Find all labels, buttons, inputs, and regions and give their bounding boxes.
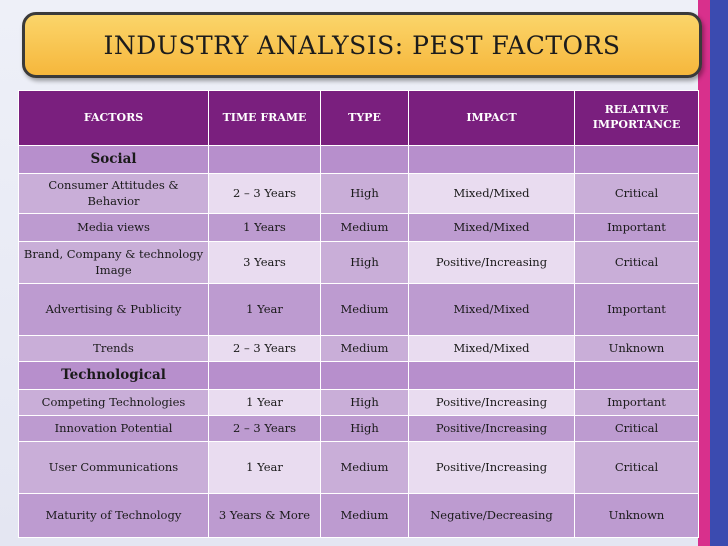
header-time-frame: TIME FRAME bbox=[208, 90, 321, 146]
empty-cell bbox=[574, 361, 699, 390]
section-row-technological: Technological bbox=[18, 361, 699, 390]
cell-importance: Critical bbox=[574, 415, 699, 442]
cell-importance: Important bbox=[574, 283, 699, 336]
table-row: Consumer Attitudes & Behavior 2 – 3 Year… bbox=[18, 173, 699, 214]
cell-type: Medium bbox=[320, 493, 409, 538]
section-row-social: Social bbox=[18, 145, 699, 174]
empty-cell bbox=[208, 361, 321, 390]
table-row: Brand, Company & technology Image 3 Year… bbox=[18, 241, 699, 284]
cell-impact: Mixed/Mixed bbox=[408, 173, 575, 214]
cell-factor: Consumer Attitudes & Behavior bbox=[18, 173, 209, 214]
cell-impact: Positive/Increasing bbox=[408, 415, 575, 442]
cell-time-frame: 2 – 3 Years bbox=[208, 335, 321, 362]
table-row: Trends 2 – 3 Years Medium Mixed/Mixed Un… bbox=[18, 335, 699, 362]
cell-factor: User Communications bbox=[18, 441, 209, 494]
cell-impact: Mixed/Mixed bbox=[408, 213, 575, 242]
empty-cell bbox=[574, 145, 699, 174]
table-row: Advertising & Publicity 1 Year Medium Mi… bbox=[18, 283, 699, 336]
empty-cell bbox=[320, 361, 409, 390]
cell-time-frame: 1 Year bbox=[208, 389, 321, 416]
cell-factor: Brand, Company & technology Image bbox=[18, 241, 209, 284]
cell-importance: Critical bbox=[574, 241, 699, 284]
cell-time-frame: 1 Years bbox=[208, 213, 321, 242]
slide-title: INDUSTRY ANALYSIS: PEST FACTORS bbox=[103, 30, 621, 60]
section-label: Technological bbox=[18, 361, 209, 390]
cell-importance: Important bbox=[574, 389, 699, 416]
cell-impact: Mixed/Mixed bbox=[408, 283, 575, 336]
table-row: Maturity of Technology 3 Years & More Me… bbox=[18, 493, 699, 538]
cell-time-frame: 1 Year bbox=[208, 283, 321, 336]
cell-type: Medium bbox=[320, 213, 409, 242]
cell-type: Medium bbox=[320, 283, 409, 336]
cell-time-frame: 3 Years & More bbox=[208, 493, 321, 538]
section-label: Social bbox=[18, 145, 209, 174]
cell-impact: Positive/Increasing bbox=[408, 241, 575, 284]
header-factors: FACTORS bbox=[18, 90, 209, 146]
cell-impact: Mixed/Mixed bbox=[408, 335, 575, 362]
header-relative-importance: RELATIVE IMPORTANCE bbox=[574, 90, 699, 146]
empty-cell bbox=[408, 145, 575, 174]
cell-time-frame: 3 Years bbox=[208, 241, 321, 284]
table-row: Innovation Potential 2 – 3 Years High Po… bbox=[18, 415, 699, 442]
cell-type: High bbox=[320, 173, 409, 214]
cell-time-frame: 1 Year bbox=[208, 441, 321, 494]
cell-factor: Trends bbox=[18, 335, 209, 362]
decorative-side-bar bbox=[698, 0, 728, 546]
cell-type: High bbox=[320, 241, 409, 284]
cell-factor: Advertising & Publicity bbox=[18, 283, 209, 336]
cell-impact: Negative/Decreasing bbox=[408, 493, 575, 538]
cell-type: Medium bbox=[320, 335, 409, 362]
cell-importance: Unknown bbox=[574, 493, 699, 538]
cell-factor: Media views bbox=[18, 213, 209, 242]
empty-cell bbox=[408, 361, 575, 390]
cell-type: High bbox=[320, 415, 409, 442]
cell-importance: Unknown bbox=[574, 335, 699, 362]
empty-cell bbox=[208, 145, 321, 174]
cell-factor: Competing Technologies bbox=[18, 389, 209, 416]
cell-impact: Positive/Increasing bbox=[408, 441, 575, 494]
header-type: TYPE bbox=[320, 90, 409, 146]
cell-factor: Maturity of Technology bbox=[18, 493, 209, 538]
cell-factor: Innovation Potential bbox=[18, 415, 209, 442]
table-row: Media views 1 Years Medium Mixed/Mixed I… bbox=[18, 213, 699, 242]
pest-table: FACTORS TIME FRAME TYPE IMPACT RELATIVE … bbox=[18, 90, 699, 538]
table-row: Competing Technologies 1 Year High Posit… bbox=[18, 389, 699, 416]
cell-time-frame: 2 – 3 Years bbox=[208, 415, 321, 442]
cell-importance: Critical bbox=[574, 441, 699, 494]
empty-cell bbox=[320, 145, 409, 174]
cell-importance: Important bbox=[574, 213, 699, 242]
table-row: User Communications 1 Year Medium Positi… bbox=[18, 441, 699, 494]
cell-type: High bbox=[320, 389, 409, 416]
header-row: FACTORS TIME FRAME TYPE IMPACT RELATIVE … bbox=[18, 90, 699, 146]
header-impact: IMPACT bbox=[408, 90, 575, 146]
title-banner: INDUSTRY ANALYSIS: PEST FACTORS bbox=[22, 12, 702, 78]
cell-importance: Critical bbox=[574, 173, 699, 214]
cell-impact: Positive/Increasing bbox=[408, 389, 575, 416]
cell-type: Medium bbox=[320, 441, 409, 494]
cell-time-frame: 2 – 3 Years bbox=[208, 173, 321, 214]
